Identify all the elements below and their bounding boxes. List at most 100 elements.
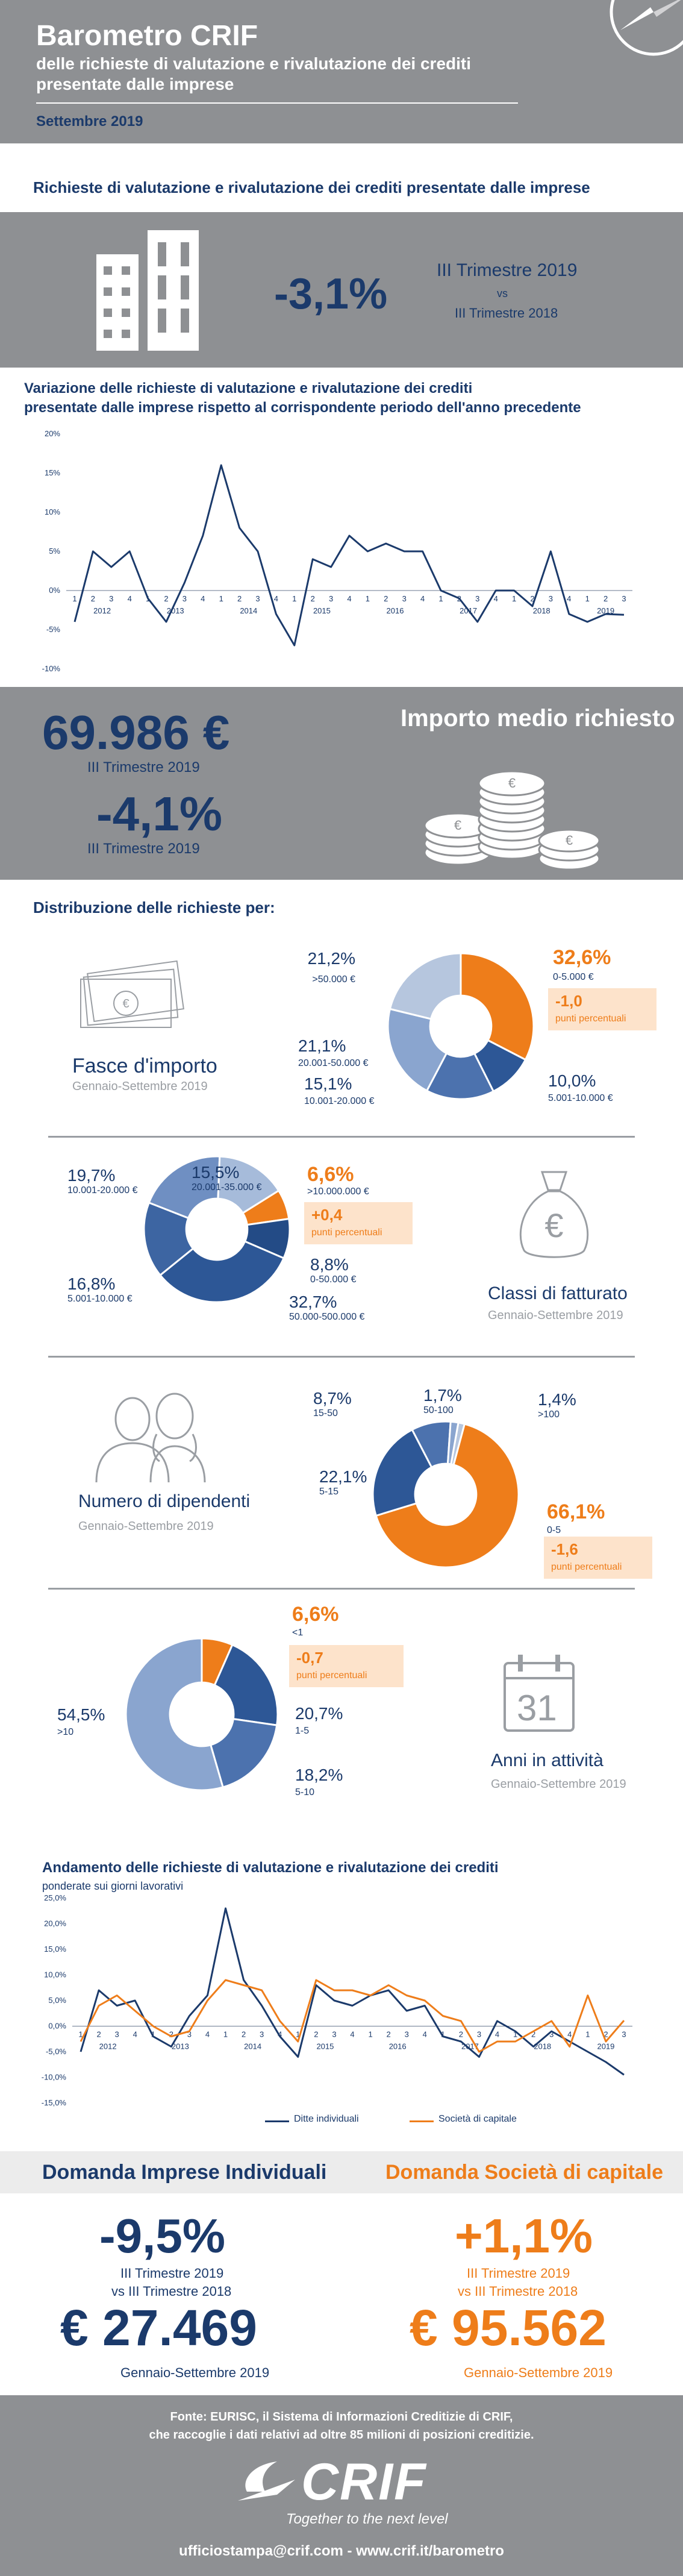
dipendenti-pct: 22,1%: [319, 1467, 367, 1486]
compass-icon: [610, 0, 683, 56]
x-tick-label: 3: [622, 594, 626, 603]
y-tick-label: 20%: [45, 429, 60, 438]
fasce-range: 10.001-20.000 €: [304, 1096, 375, 1106]
header-divider: [36, 102, 518, 104]
legend-label-societa: Società di capitale: [438, 2114, 517, 2124]
y-tick-label: 15%: [45, 468, 60, 477]
x-tick-label: 2: [169, 2030, 173, 2039]
section-1-title: Richieste di valutazione e rivalutazione…: [33, 178, 590, 196]
anni-range: >10: [57, 1727, 74, 1737]
chart-2-title-1: Andamento delle richieste di valutazione…: [42, 1860, 499, 1876]
fasce-range: 0-5.000 €: [553, 972, 594, 982]
x-tick-label: 3: [549, 2030, 554, 2039]
svg-text:€: €: [566, 833, 573, 848]
anni-pct: 6,6%: [292, 1603, 339, 1626]
fasce-subtitle: Gennaio-Settembre 2019: [72, 1080, 208, 1093]
chart-1-title-1: Variazione delle richieste di valutazion…: [24, 380, 473, 396]
dipendenti-pct: 8,7%: [313, 1389, 352, 1408]
x-tick-label: 2: [242, 2030, 246, 2039]
x-tick-label: 1: [512, 594, 516, 603]
section-1-value: -3,1%: [274, 270, 388, 318]
donut-slice-2: [209, 1717, 278, 1788]
donut-slice-4: [148, 1155, 221, 1220]
x-tick-label: 1: [366, 594, 370, 603]
crif-logo-text: CRIF: [301, 2453, 427, 2511]
x-tick-label: 3: [549, 594, 553, 603]
fatturato-label-c: 6,6% >10.000.000 €: [307, 1163, 369, 1197]
x-tick-label: 4: [494, 594, 498, 603]
anni-label-d: 18,2% 5-10: [295, 1766, 343, 1798]
legend-swatch-ditte: [265, 2120, 289, 2122]
x-tick-label: 4: [205, 2030, 210, 2039]
crif-logo-icon: [238, 2462, 295, 2501]
footer-contact[interactable]: ufficiostampa@crif.com - www.crif.it/bar…: [179, 2543, 504, 2559]
svg-text:€: €: [508, 776, 516, 791]
y-tick-label: 10,0%: [44, 1970, 66, 1979]
y-tick-label: -10%: [42, 664, 61, 673]
footer-source-1: Fonte: EURISC, il Sistema di Informazion…: [170, 2410, 513, 2424]
donut-slice-0: [460, 952, 535, 1061]
x-tick-label: 2: [384, 594, 388, 603]
dipendenti-range: >100: [538, 1409, 560, 1420]
x-tick-label: 4: [495, 2030, 499, 2039]
year-label: 2016: [387, 606, 404, 615]
section-1-vs: vs: [497, 287, 508, 299]
x-tick-label: 1: [151, 2030, 155, 2039]
fasce-label-50k: 21,2% >50.000 €: [298, 949, 355, 985]
x-tick-label: 3: [477, 2030, 481, 2039]
fatturato-delta-unit: punti percentuali: [311, 1227, 382, 1238]
y-tick-label: 0,0%: [48, 2022, 66, 2031]
y-tick-label: 10%: [45, 507, 60, 516]
year-label: 2019: [597, 606, 614, 615]
fasce-pct: 21,2%: [307, 949, 355, 968]
y-tick-label: 25,0%: [44, 1893, 66, 1902]
fatturato-label-b: 15,5% 20.001-35.000 €: [192, 1163, 262, 1193]
x-tick-label: 4: [567, 594, 571, 603]
x-tick-label: 2: [530, 594, 534, 603]
donut-slice-1: [375, 1423, 520, 1568]
fatturato-subtitle: Gennaio-Settembre 2019: [488, 1309, 623, 1322]
y-tick-label: 20,0%: [44, 1919, 66, 1928]
x-tick-label: 2: [459, 2030, 463, 2039]
x-tick-label: 1: [585, 594, 590, 603]
dipendenti-label-e: 66,1% 0-5: [547, 1500, 605, 1536]
importo-change: -4,1%: [96, 787, 222, 841]
x-tick-label: 4: [350, 2030, 354, 2039]
domanda-left-amount-period: Gennaio-Settembre 2019: [120, 2365, 270, 2380]
x-tick-label: 1: [438, 594, 443, 603]
fatturato-label-e: 16,8% 5.001-10.000 €: [67, 1274, 133, 1305]
svg-text:€: €: [122, 997, 129, 1011]
year-label: 2014: [244, 2042, 261, 2051]
anni-delta: -0,7: [296, 1649, 323, 1667]
fasce-pct: 10,0%: [548, 1071, 596, 1090]
divider: [48, 1588, 635, 1590]
anni-range: <1: [292, 1628, 304, 1638]
donut-slice-4: [446, 1420, 460, 1465]
y-tick-label: 0%: [49, 586, 60, 595]
x-tick-label: 3: [255, 594, 260, 603]
domanda-left-amount: € 27.469: [60, 2299, 257, 2356]
fasce-pct: 32,6%: [553, 946, 611, 969]
chart-2-legend: Ditte individuali Società di capitale: [265, 2114, 566, 2128]
anni-delta-box: -0,7 punti percentuali: [289, 1645, 404, 1687]
year-label: 2018: [533, 606, 550, 615]
domanda-left-title: Domanda Imprese Individuali: [42, 2161, 327, 2184]
x-tick-label: 1: [513, 2030, 517, 2039]
anni-label-c: 20,7% 1-5: [295, 1704, 343, 1737]
x-tick-label: 2: [164, 594, 168, 603]
x-tick-label: 2: [314, 2030, 318, 2039]
fasce-delta-box: -1,0 punti percentuali: [548, 988, 656, 1030]
anni-title: Anni in attività: [491, 1750, 603, 1770]
footer-banner: Fonte: EURISC, il Sistema di Informazion…: [0, 2395, 683, 2576]
x-tick-label: 1: [292, 594, 296, 603]
coins-icon: € € €: [423, 770, 600, 871]
fasce-pct: 15,1%: [304, 1074, 352, 1093]
fasce-delta: -1,0: [555, 992, 582, 1010]
importo-period: III Trimestre 2019: [87, 759, 200, 776]
x-tick-label: 2: [387, 2030, 391, 2039]
domanda-left-value: -9,5%: [99, 2209, 225, 2263]
x-tick-label: 3: [182, 594, 187, 603]
x-tick-label: 3: [260, 2030, 264, 2039]
domanda-left-period1: III Trimestre 2019: [120, 2266, 224, 2281]
x-tick-label: 2: [96, 2030, 101, 2039]
